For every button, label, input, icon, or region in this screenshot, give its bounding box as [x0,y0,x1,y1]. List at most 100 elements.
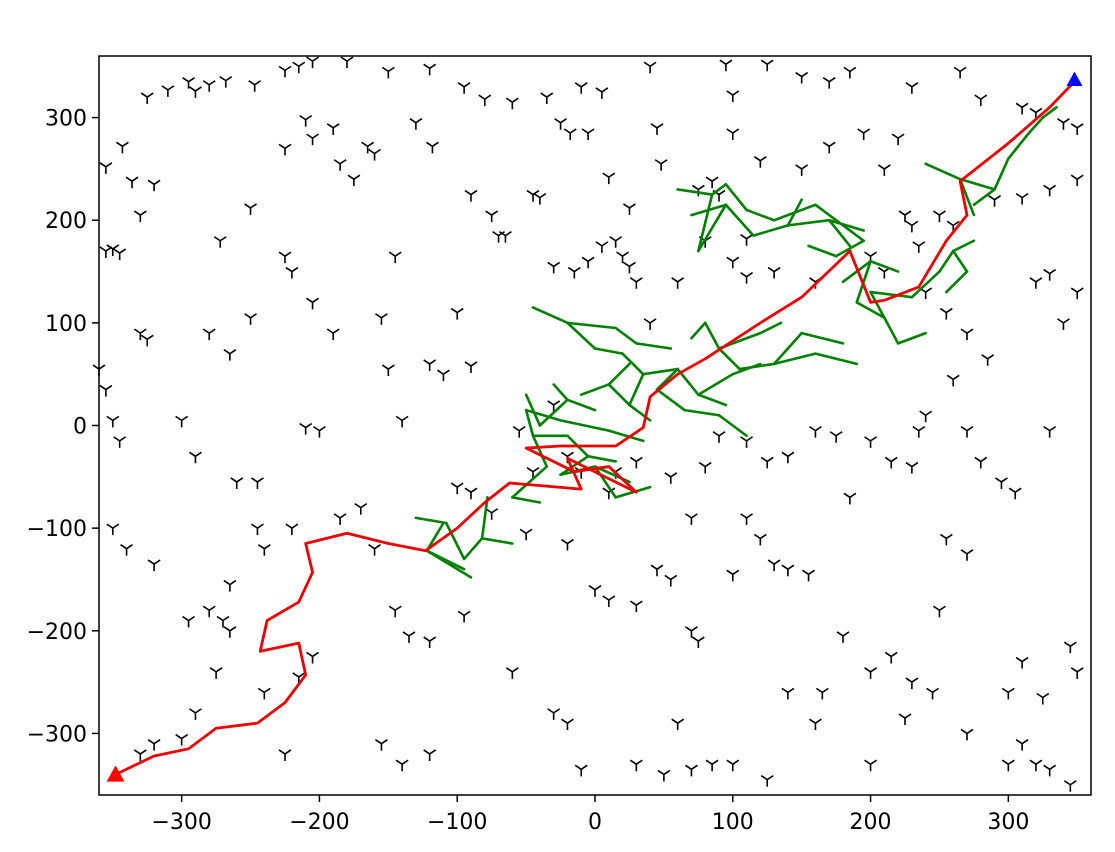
obstacle-marker [423,63,437,76]
obstacle-marker [133,749,147,761]
tree-edge [786,218,831,227]
obstacle-marker [657,769,671,782]
obstacle-marker [381,364,395,377]
obstacle-marker [864,759,877,772]
obstacle-marker [1029,759,1043,772]
obstacle-markers [92,56,1084,792]
obstacle-marker [933,210,946,223]
obstacle-marker [960,549,974,561]
obstacle-marker [202,80,216,92]
obstacle-marker [326,123,340,135]
obstacle-marker [629,277,643,289]
obstacle-marker [285,266,299,279]
obstacle-marker [1029,277,1043,289]
tree-edge [524,393,542,427]
tree-edge [566,321,617,330]
tree-edge [869,290,886,320]
obstacle-marker [643,61,657,74]
tree-edge [524,408,562,422]
obstacle-marker [740,436,753,448]
obstacle-marker [650,123,664,135]
tree-edge [752,224,790,237]
tree-edge [524,408,535,438]
tree-edge [614,326,638,345]
obstacle-marker [140,92,154,105]
tree-edge [566,398,597,412]
obstacle-marker [278,65,292,78]
obstacle-marker [554,118,567,130]
obstacle-marker [425,141,439,154]
obstacle-marker [1063,780,1077,792]
obstacle-marker [905,82,919,94]
obstacle-marker [767,559,781,572]
obstacle-marker [457,82,471,94]
tree-edge [579,383,611,397]
obstacle-marker [202,605,216,618]
tree-edge [593,465,617,499]
obstacle-marker [375,313,388,325]
obstacle-marker [292,61,306,74]
obstacle-marker [602,595,616,607]
obstacle-marker [705,759,719,772]
obstacle-marker [654,159,668,171]
tree-edge [972,188,996,207]
obstacle-marker [257,544,271,556]
x-tick-label: −200 [289,810,349,835]
obstacle-marker [726,90,740,103]
obstacle-marker [437,369,450,382]
tree-edge [855,301,886,320]
obstacle-marker [1043,268,1057,281]
obstacle-marker [685,513,698,525]
obstacle-marker [125,176,139,189]
obstacle-marker [726,128,740,140]
obstacle-marker [251,477,264,489]
tree-edge [703,321,721,350]
obstacle-marker [333,513,347,525]
obstacle-marker [960,425,974,438]
obstacle-marker [1036,692,1050,705]
obstacle-marker [960,728,974,741]
obstacle-marker [822,141,836,154]
tree-edge [772,331,803,366]
tree-edge [814,352,859,366]
obstacle-marker [712,431,726,443]
obstacle-marker [561,538,574,551]
obstacle-marker [326,328,340,341]
obstacle-marker [740,272,753,284]
obstacle-marker [492,230,505,243]
obstacle-marker [182,615,195,628]
obstacle-marker [864,436,877,448]
obstacle-marker [822,76,836,89]
obstacle-marker [450,307,464,320]
obstacle-marker [409,118,423,130]
x-axis: −300 −200 −100 0 100 200 300 [151,795,1029,835]
tree-edge [607,383,631,407]
obstacle-marker [423,359,437,371]
obstacle-marker [595,87,609,99]
obstacle-marker [815,687,829,700]
obstacle-marker [347,174,361,187]
tree-edge [593,347,624,355]
obstacle-marker [671,277,685,289]
tree-edge [717,347,741,371]
tree-edge [676,188,714,196]
y-tick-label: 100 [45,312,87,337]
obstacle-marker [423,749,437,761]
obstacle-marker [581,256,595,269]
tree-edge [717,413,748,438]
obstacle-marker [161,85,175,97]
obstacle-marker [147,179,161,192]
obstacle-marker [306,133,319,146]
obstacle-marker [898,713,912,726]
obstacle-marker [464,487,478,500]
obstacle-marker [340,56,354,69]
tree-edge [511,465,549,499]
obstacle-marker [395,415,409,428]
tree-edge [807,244,838,258]
obstacle-marker [905,677,919,690]
tree-edge [827,218,865,232]
obstacle-marker [368,544,381,556]
obstacle-marker [726,569,740,582]
obstacle-marker [912,241,926,253]
